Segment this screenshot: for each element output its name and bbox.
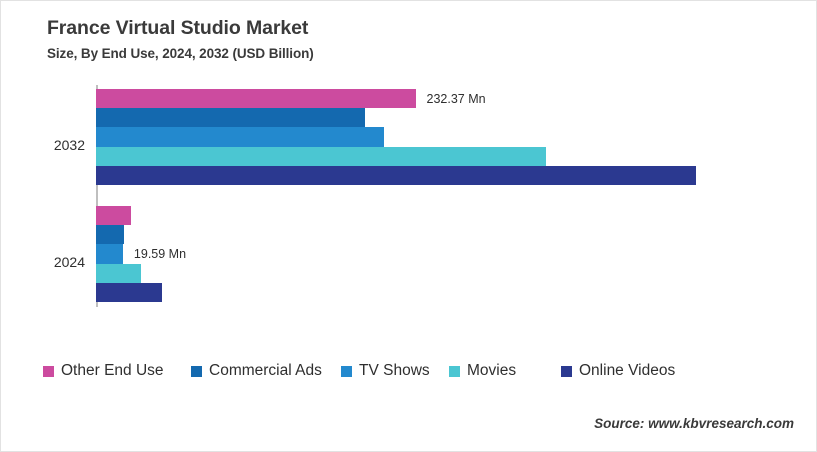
page-title-strong: France: [47, 17, 111, 39]
legend-label: TV Shows: [359, 362, 430, 379]
bar-online-videos[interactable]: [96, 165, 696, 185]
chart-subtitle: Size, By End Use, 2024, 2032 (USD Billio…: [47, 46, 314, 61]
bar-online-videos[interactable]: [96, 282, 162, 302]
bar-value-label: 19.59 Mn: [133, 246, 187, 261]
bar-row: 19.59 Mn: [96, 244, 756, 264]
legend-item-other-end-use[interactable]: Other End Use: [43, 362, 164, 380]
bar-row: [96, 165, 756, 185]
page-title: France Virtual Studio Market: [47, 17, 314, 40]
bar-row: [96, 206, 756, 226]
legend-item-tv-shows[interactable]: TV Shows: [341, 362, 430, 380]
legend-item-online-videos[interactable]: Online Videos: [561, 362, 675, 380]
y-axis-line: [96, 85, 98, 307]
title-block: France Virtual Studio Market Size, By En…: [47, 17, 314, 61]
bar-value-label: 232.37 Mn: [426, 91, 486, 106]
bar-row: [96, 225, 756, 245]
bar-commercial-ads[interactable]: [96, 108, 365, 128]
bar-other-end-use[interactable]: [96, 206, 131, 226]
legend-swatch-icon: [191, 365, 202, 377]
legend-swatch-icon: [449, 365, 460, 377]
bar-row: [96, 146, 756, 166]
bar-row: [96, 282, 756, 302]
bar-row: 232.37 Mn: [96, 89, 756, 109]
legend-item-movies[interactable]: Movies: [449, 362, 516, 380]
bar-tv-shows[interactable]: [96, 244, 123, 264]
bar-row: [96, 127, 756, 147]
legend-label: Commercial Ads: [209, 362, 322, 379]
y-axis-category-labels: 2032 2024: [1, 85, 85, 307]
bar-commercial-ads[interactable]: [96, 225, 124, 245]
bar-movies[interactable]: [96, 146, 547, 166]
bar-other-end-use[interactable]: [96, 89, 416, 109]
bar-row: [96, 108, 756, 128]
chart-legend: Other End Use Commercial Ads TV Shows Movie…: [43, 359, 783, 383]
legend-swatch-icon: [341, 365, 352, 377]
category-label-2032: 2032: [53, 137, 85, 153]
bar-tv-shows[interactable]: [96, 127, 385, 147]
bar-group-2032: 232.37 Mn: [96, 89, 756, 185]
category-label-2024: 2024: [53, 254, 85, 270]
bar-row: [96, 263, 756, 283]
plot-area: 232.37 Mn 19.59 Mn: [96, 85, 756, 307]
legend-label: Movies: [467, 362, 517, 379]
page-title-rest: Virtual Studio Market: [110, 17, 309, 39]
legend-item-commercial-ads[interactable]: Commercial Ads: [191, 362, 322, 380]
source-note: Source: www.kbvresearch.com: [594, 416, 794, 431]
legend-swatch-icon: [43, 365, 54, 377]
legend-swatch-icon: [561, 365, 572, 377]
bar-movies[interactable]: [96, 263, 141, 283]
bar-group-2024: 19.59 Mn: [96, 206, 756, 302]
legend-label: Online Videos: [579, 362, 676, 379]
legend-label: Other End Use: [61, 362, 164, 379]
